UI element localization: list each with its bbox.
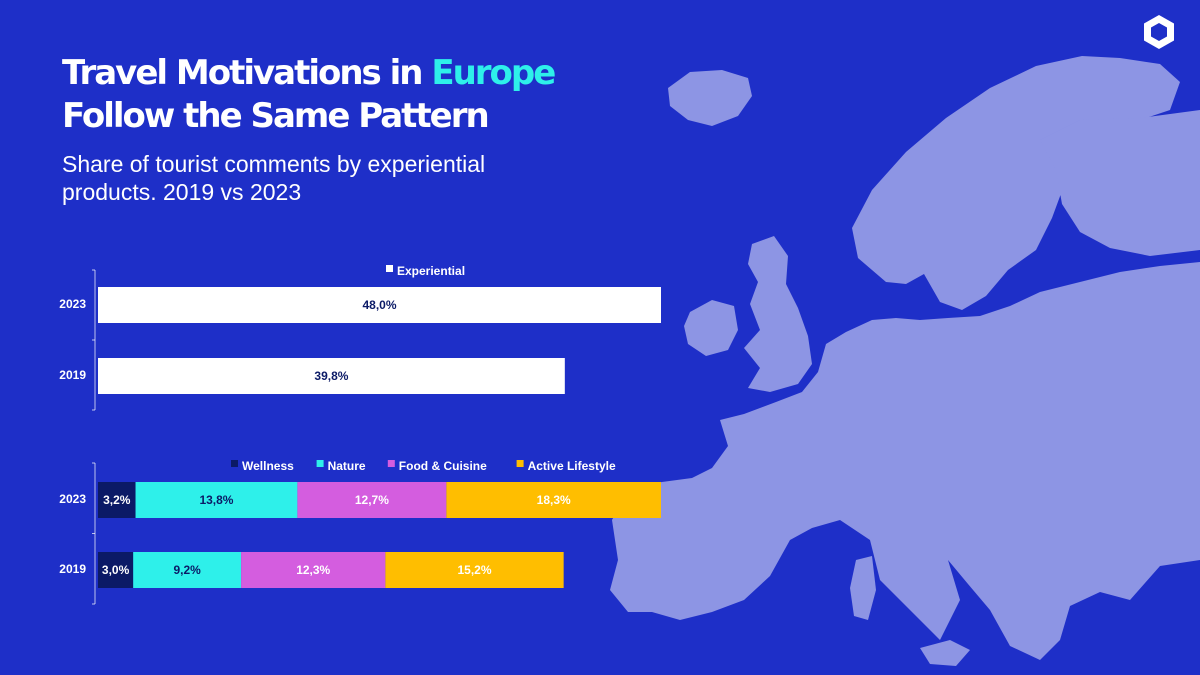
ireland-shape bbox=[684, 300, 738, 356]
bar-segment bbox=[133, 552, 242, 588]
page-title: Travel Motivations in Europe Follow the … bbox=[62, 52, 556, 138]
data-label: 48,0% bbox=[362, 298, 396, 312]
title-line1-prefix: Travel Motivations in bbox=[62, 53, 423, 93]
legend-swatch bbox=[386, 265, 393, 272]
finland-shape bbox=[1040, 110, 1200, 256]
great-britain-shape bbox=[744, 236, 812, 392]
data-label: 13,8% bbox=[199, 493, 233, 507]
data-label: 12,7% bbox=[355, 493, 389, 507]
bar-segment bbox=[98, 287, 661, 323]
data-label: 12,3% bbox=[296, 563, 330, 577]
mainland-europe-shape bbox=[610, 262, 1200, 660]
bar-segment bbox=[446, 482, 661, 518]
data-label: 18,3% bbox=[537, 493, 571, 507]
legend-swatch bbox=[231, 460, 238, 467]
sardinia-shape bbox=[850, 556, 876, 620]
legend-label: Nature bbox=[328, 459, 366, 473]
data-label: 15,2% bbox=[457, 563, 491, 577]
category-label: 2019 bbox=[59, 562, 86, 576]
bar-segment bbox=[135, 482, 298, 518]
bar-segment bbox=[385, 552, 564, 588]
bar-segment bbox=[98, 482, 136, 518]
iceland-shape bbox=[668, 70, 752, 126]
bar-segment bbox=[98, 358, 565, 394]
data-label: 39,8% bbox=[314, 369, 348, 383]
category-label: 2023 bbox=[59, 297, 86, 311]
legend-swatch bbox=[387, 460, 395, 467]
legend-label: Wellness bbox=[242, 459, 294, 473]
category-label: 2023 bbox=[59, 492, 86, 506]
legend-swatch bbox=[316, 460, 324, 467]
title-highlight: Europe bbox=[431, 53, 556, 93]
hexagon-logo-icon bbox=[1144, 15, 1174, 49]
bar-segment bbox=[241, 552, 386, 588]
data-label: 3,0% bbox=[102, 563, 130, 577]
bar-segment bbox=[98, 552, 134, 588]
legend-swatch bbox=[516, 460, 524, 467]
sicily-shape bbox=[920, 640, 970, 666]
legend-label: Experiential bbox=[397, 264, 465, 278]
legend-label: Active Lifestyle bbox=[528, 459, 616, 473]
bar-segment bbox=[297, 482, 447, 518]
data-label: 9,2% bbox=[173, 563, 201, 577]
title-line2: Follow the Same Pattern bbox=[62, 96, 490, 136]
page-subtitle: Share of tourist comments by experientia… bbox=[62, 151, 486, 205]
data-label: 3,2% bbox=[103, 493, 131, 507]
category-label: 2019 bbox=[59, 368, 86, 382]
legend-label: Food & Cuisine bbox=[399, 459, 487, 473]
